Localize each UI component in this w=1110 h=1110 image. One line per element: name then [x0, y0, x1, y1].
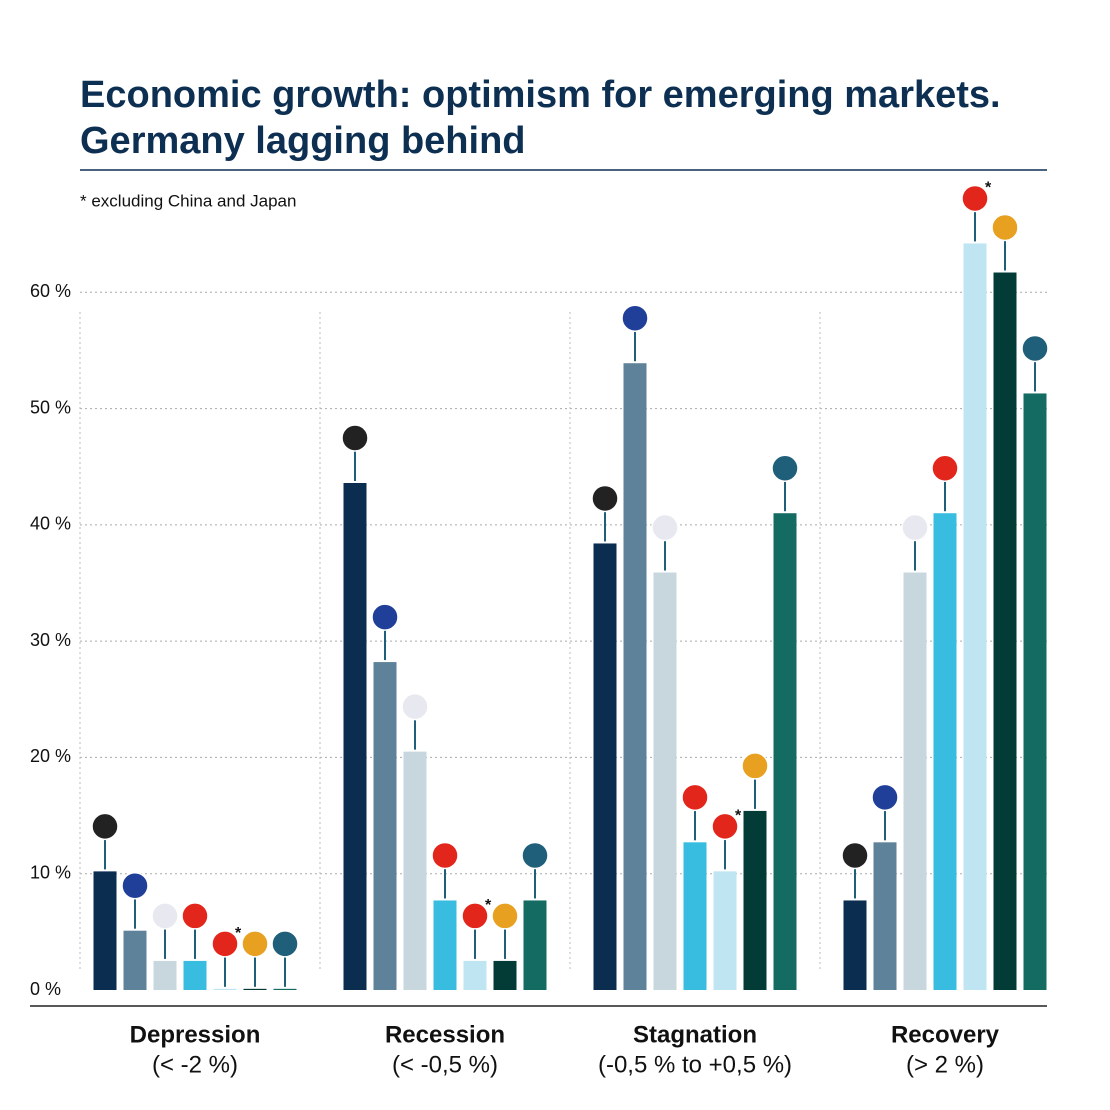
pin-icon — [681, 783, 709, 812]
pin-icon — [1021, 334, 1049, 363]
pin-icon — [371, 603, 399, 631]
y-tick-label: 10 % — [30, 862, 71, 882]
x-tick-label: Stagnation — [633, 1021, 757, 1048]
bar — [773, 513, 797, 990]
pin-icon — [901, 513, 929, 542]
asterisk: * — [485, 897, 492, 914]
pin-icon — [461, 902, 489, 930]
category-range: (< -0,5 %) — [392, 1051, 498, 1078]
chart-title: Economic growth: optimism for emerging m… — [80, 74, 1001, 116]
pin-icon — [271, 930, 299, 958]
pin-icon — [91, 812, 119, 841]
bar — [123, 930, 147, 990]
y-tick-label: 20 % — [30, 746, 71, 766]
x-tick-label: Recovery — [891, 1021, 1000, 1048]
chart-title: Germany lagging behind — [80, 120, 526, 162]
note: * excluding China and Japan — [80, 191, 296, 210]
y-tick-label: 40 % — [30, 514, 71, 534]
bar — [1023, 393, 1047, 990]
bar — [273, 988, 297, 990]
bar — [403, 751, 427, 990]
category-range: (< -2 %) — [152, 1051, 238, 1078]
pin-icon — [871, 783, 899, 812]
pin-icon — [931, 454, 959, 482]
bar — [493, 960, 517, 990]
pin-icon — [961, 184, 989, 213]
pin-icon — [181, 902, 209, 930]
y-tick-label: 30 % — [30, 630, 71, 650]
pin-icon — [841, 841, 869, 870]
bar — [153, 960, 177, 990]
bar — [993, 272, 1017, 990]
asterisk: * — [235, 925, 242, 942]
bar — [713, 871, 737, 990]
bar — [653, 572, 677, 990]
bar — [683, 842, 707, 990]
bar — [623, 363, 647, 991]
pin-icon — [771, 454, 799, 482]
pin-icon — [491, 902, 519, 930]
pin-icon — [711, 812, 739, 841]
y-tick-label: 60 % — [30, 281, 71, 301]
pin-icon — [211, 930, 239, 958]
y-tick-label: 50 % — [30, 397, 71, 417]
pin-icon — [591, 484, 619, 513]
pin-icon — [401, 692, 429, 721]
category-range: (-0,5 % to +0,5 %) — [598, 1051, 792, 1078]
asterisk: * — [735, 808, 742, 825]
pin-icon — [741, 752, 769, 780]
bar — [903, 572, 927, 990]
bar — [743, 810, 767, 990]
pin-icon — [991, 213, 1019, 242]
pin-icon — [621, 304, 649, 332]
pin-icon — [651, 513, 679, 542]
pin-icon — [521, 841, 549, 870]
pin-icon — [151, 902, 179, 930]
bar — [213, 988, 237, 990]
bar — [523, 900, 547, 990]
bar — [593, 543, 617, 990]
pin-icon — [241, 930, 269, 958]
x-tick-label: Recession — [385, 1021, 505, 1048]
bar — [843, 900, 867, 990]
bar — [433, 900, 457, 990]
y-tick-label: 0 % — [30, 979, 61, 999]
x-tick-label: Depression — [130, 1021, 261, 1048]
bar — [183, 960, 207, 990]
bar — [963, 243, 987, 991]
bar — [343, 482, 367, 990]
bar — [933, 513, 957, 990]
bar — [93, 871, 117, 990]
category-range: (> 2 %) — [906, 1051, 984, 1078]
pin-icon — [341, 424, 369, 452]
bar — [873, 842, 897, 990]
bar — [243, 988, 267, 990]
pin-icon — [431, 841, 459, 870]
bar — [463, 960, 487, 990]
pin-icon — [121, 871, 149, 900]
bar — [373, 662, 397, 990]
asterisk: * — [985, 180, 992, 197]
